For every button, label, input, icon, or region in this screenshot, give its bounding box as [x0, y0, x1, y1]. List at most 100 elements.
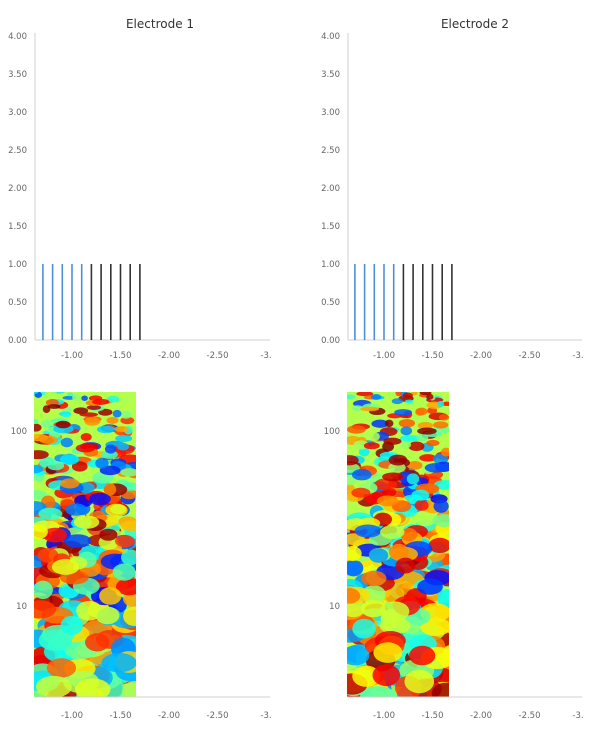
spectrogram-blob: [95, 606, 120, 625]
x-tick-label: -1.00: [61, 351, 83, 361]
spectrogram-image: [34, 392, 136, 697]
x-tick-label: -1.50: [110, 711, 132, 721]
spectrogram-blob: [376, 495, 399, 507]
spectrogram-blob: [428, 537, 449, 554]
spectrogram-blob: [96, 425, 116, 434]
y-tick-label: 1.00: [321, 260, 340, 270]
spectrogram-blob: [73, 407, 89, 415]
spectrogram-blob: [400, 426, 413, 436]
spectrogram-blob: [60, 615, 83, 636]
spectrogram-blob: [38, 507, 63, 521]
x-tick-label: -2.50: [519, 351, 541, 361]
y-tick-label: 3.50: [321, 70, 340, 80]
spectrogram-blob: [46, 658, 77, 678]
y-tick-label: 0.00: [321, 336, 340, 346]
x-tick-label: -3.: [260, 711, 271, 721]
spectrogram-blob: [400, 527, 418, 542]
spectrogram-blob: [64, 534, 92, 548]
spectrogram-blob: [60, 478, 80, 489]
y-tick-label: 10: [329, 602, 340, 612]
spectrogram-blob: [415, 512, 436, 527]
y-tick-label: 0.50: [8, 298, 27, 308]
spectrogram-blob: [104, 444, 117, 454]
spectrogram-blob: [115, 535, 135, 548]
spectrogram-blob: [34, 600, 56, 619]
raster-chart-electrode-1: Electrode 1 0.00 0.50 1.00 1.50 2.00 2.50 3.00…: [8, 17, 272, 361]
spectrogram-blob: [388, 543, 409, 560]
x-tick-label: -2.00: [158, 711, 180, 721]
spectrogram-blob: [86, 405, 102, 410]
spectrogram-blob: [372, 664, 401, 687]
x-tick-label: -1.00: [61, 711, 83, 721]
spectrogram-blob: [361, 599, 386, 618]
spectrogram-blob: [371, 419, 389, 428]
spectrogram-blob: [34, 423, 42, 432]
spectrogram-blob: [106, 395, 120, 403]
spectrogram-blob: [411, 489, 430, 501]
spectrogram-blob: [417, 427, 437, 435]
spectrogram-blob: [441, 447, 449, 457]
spectrogram-blob: [370, 393, 382, 400]
spectrogram-blob: [123, 606, 136, 627]
spectrogram-blob: [347, 455, 359, 466]
spectrogram-blob: [65, 503, 88, 516]
x-tick-label: -3.: [572, 351, 583, 361]
spectrogram-blob: [373, 642, 403, 663]
raster-chart-electrode-2: Electrode 2 0.00 0.50 1.00 1.50 2.00 2.50 3.00…: [321, 17, 584, 361]
spectrogram-blob: [361, 570, 387, 587]
x-tick-label: -2.50: [519, 711, 541, 721]
x-tick-label: -3.: [572, 711, 583, 721]
y-tick-label: 10: [16, 602, 27, 612]
spectrogram-blob: [114, 426, 129, 433]
spectrogram-blob: [374, 478, 398, 491]
spectrogram-blob: [106, 416, 119, 424]
spectrogram-blob: [395, 557, 416, 574]
spectrogram-blob: [117, 442, 129, 451]
spectrogram-blob: [92, 398, 110, 405]
spectrogram-electrode-1: 10 100 -1.00 -1.50 -2.00 -2.50 -3.: [11, 392, 272, 721]
spectrogram-blob: [360, 406, 380, 412]
spectrogram-blob: [383, 437, 402, 445]
x-tick-label: -2.50: [207, 351, 229, 361]
spectrogram-blob: [347, 588, 361, 604]
spectrogram-blob: [34, 392, 39, 394]
y-tick-label: 1.50: [8, 222, 27, 232]
spectrogram-blob: [75, 443, 96, 453]
spectrogram-blob: [359, 686, 397, 697]
spectrogram-blob: [34, 464, 44, 474]
spectrogram-electrode-2: 10 100 -1.00 -1.50 -2.00 -2.50 -3.: [324, 392, 584, 721]
spectrogram-blob: [417, 422, 434, 430]
spectrogram-blob: [368, 432, 380, 442]
spectrogram-blob: [379, 616, 411, 635]
spectrogram-blob: [352, 665, 381, 687]
spectrogram-blob: [351, 469, 372, 481]
y-tick-label: 3.00: [321, 108, 340, 118]
spectrogram-blob: [433, 499, 449, 513]
x-tick-label: -2.00: [470, 351, 492, 361]
spectrogram-blob: [352, 618, 376, 639]
y-tick-label: 100: [324, 427, 340, 437]
spectrogram-blob: [103, 483, 117, 496]
spectrogram-blob: [380, 525, 405, 539]
x-tick-label: -2.00: [158, 351, 180, 361]
spectrogram-blob: [122, 680, 136, 697]
spectrogram-blob: [347, 559, 364, 577]
spectrogram-blob: [402, 392, 413, 399]
spectrogram-blob: [437, 589, 449, 608]
spectrogram-image: [347, 392, 449, 697]
y-tick-label: 4.00: [8, 32, 27, 42]
spectrogram-blob: [404, 399, 414, 404]
spectrogram-blob: [414, 499, 429, 511]
spectrogram-blob: [384, 419, 394, 428]
spectrogram-blob: [41, 420, 53, 428]
y-tick-label: 3.50: [8, 70, 27, 80]
spectrogram-blob: [420, 617, 449, 636]
spectrogram-blob: [101, 653, 136, 673]
spectrogram-blob: [121, 549, 136, 566]
spectrogram-blob: [55, 420, 71, 429]
spectrogram-blob: [59, 454, 80, 465]
y-tick-label: 1.00: [8, 260, 27, 270]
spectrogram-blob: [417, 578, 443, 595]
spectrogram-blob: [347, 645, 370, 666]
spectrogram-blob: [51, 558, 80, 575]
